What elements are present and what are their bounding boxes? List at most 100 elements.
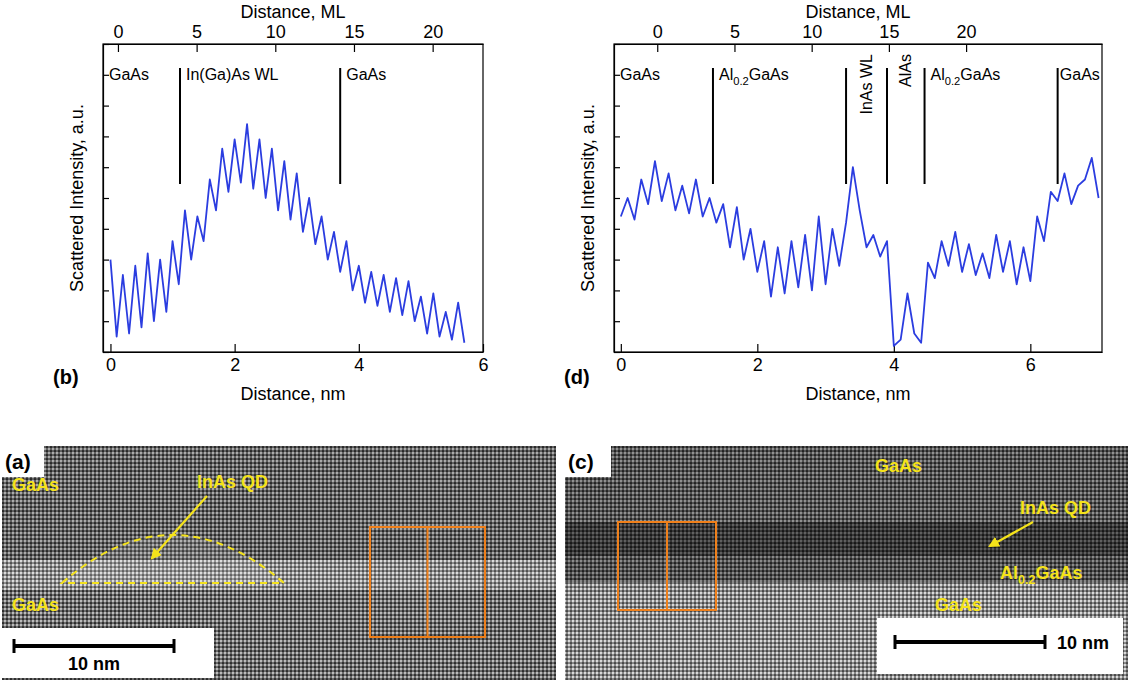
- tick-mark: [103, 167, 109, 168]
- tick: 4: [889, 344, 899, 375]
- analysis-box: [618, 522, 716, 610]
- x-axis: 0 2 4 6: [615, 344, 1103, 375]
- tick: 2: [230, 344, 240, 375]
- scale-bar-end: [894, 635, 897, 649]
- text-part: InAs WL: [858, 54, 875, 115]
- region-annotations: GaAs In(Ga)As WL GaAs: [109, 66, 386, 184]
- text-part: 0.2: [945, 75, 961, 87]
- micrograph-panel: GaAsInAs QDGaAs(a)10 nm: [2, 446, 556, 680]
- text-part: GaAs: [749, 66, 789, 83]
- text-part: Al: [719, 66, 733, 83]
- region-label: Al0.2GaAs: [931, 66, 1001, 87]
- region-label: In(Ga)As WL: [186, 66, 279, 83]
- tick-mark: [889, 44, 890, 52]
- tick: [614, 198, 620, 199]
- material-label: GaAs: [875, 456, 922, 476]
- tick-label: 15: [344, 22, 364, 42]
- text-part: AlAs: [897, 54, 914, 87]
- tick: [103, 198, 109, 199]
- text-part: Al: [931, 66, 945, 83]
- tick: [103, 321, 109, 322]
- text-part: GaAs: [875, 456, 922, 476]
- tick-label: 2: [753, 355, 763, 375]
- panel-letter: (b): [53, 366, 79, 388]
- tick-label: 6: [478, 355, 488, 375]
- tick-mark: [812, 44, 813, 52]
- analysis-box: [370, 527, 485, 637]
- scale-bar-end: [13, 639, 16, 653]
- tick-mark: [275, 44, 276, 52]
- tick-mark: [103, 260, 109, 261]
- tick-mark: [614, 229, 620, 230]
- tick-mark: [614, 136, 620, 137]
- tick-mark: [614, 321, 620, 322]
- text-part: 0.2: [1018, 573, 1036, 587]
- region-label: GaAs: [1060, 66, 1100, 83]
- micrograph-panel: GaAsInAs QDAl0.2GaAsGaAs(c)10 nm: [565, 446, 1128, 680]
- scale-bar-label: 10 nm: [68, 654, 120, 674]
- contrast-band: [2, 590, 556, 680]
- tick-mark: [103, 136, 109, 137]
- tick-label: 15: [879, 22, 899, 42]
- text-part: InAs QD: [1020, 498, 1091, 518]
- tick-mark: [103, 105, 109, 106]
- tick-mark: [657, 44, 658, 52]
- region-label: Al0.2GaAs: [719, 66, 789, 87]
- region-boundary: [179, 68, 181, 184]
- tick: [103, 136, 109, 137]
- micrograph-image: [2, 446, 556, 680]
- region-boundary: [845, 68, 847, 184]
- tick: [614, 229, 620, 230]
- plot-frame: [103, 44, 483, 352]
- tick-mark: [103, 198, 109, 199]
- scale-bar: [895, 640, 1045, 644]
- tick-mark: [614, 105, 620, 106]
- panel-letter: (a): [5, 450, 31, 473]
- tick: [614, 290, 620, 291]
- tick-label: 0: [616, 355, 626, 375]
- plot-area: [621, 158, 1099, 346]
- text-part: GaAs: [1036, 563, 1083, 583]
- region-label: GaAs: [346, 66, 386, 83]
- tick: 10: [266, 22, 286, 52]
- region-annotations: GaAsAl0.2GaAsInAs WLAlAsAl0.2GaAsGaAs: [620, 54, 1100, 184]
- text-part: GaAs: [12, 475, 59, 495]
- tick-label: 0: [106, 355, 116, 375]
- tick-label: 10: [266, 22, 286, 42]
- tick: 6: [1026, 344, 1036, 375]
- text-part: In(Ga)As WL: [186, 66, 279, 83]
- region-boundary: [712, 68, 714, 184]
- contrast-band: [565, 582, 1128, 680]
- tick: 15: [344, 22, 364, 52]
- text-part: GaAs: [109, 66, 149, 83]
- tick-mark: [614, 260, 620, 261]
- tick-label: 0: [113, 22, 123, 42]
- tick-label: 5: [730, 22, 740, 42]
- tick-mark: [354, 44, 355, 52]
- intensity-line: [110, 124, 464, 343]
- text-part: GaAs: [12, 595, 59, 615]
- text-part: InAs QD: [197, 472, 268, 492]
- pointer-arrow: [152, 496, 207, 558]
- y-axis: [614, 45, 620, 353]
- tick: 0: [106, 344, 116, 375]
- region-boundary: [339, 68, 341, 184]
- tick-mark: [118, 44, 119, 52]
- tick-label: 6: [1026, 355, 1036, 375]
- figure-root: 024605101520GaAsIn(Ga)As WLGaAsDistance,…: [0, 0, 1130, 682]
- material-label: GaAs: [935, 595, 982, 615]
- x-axis-title: Distance, nm: [240, 384, 345, 404]
- tick-mark: [235, 344, 236, 352]
- tick-label: 20: [423, 22, 443, 42]
- tick: [614, 260, 620, 261]
- plot-frame: [614, 44, 1102, 352]
- tick: 0: [616, 344, 626, 375]
- tick-mark: [359, 344, 360, 352]
- scale-bar-end: [1044, 635, 1047, 649]
- tick: 20: [957, 22, 977, 52]
- tick: 10: [802, 22, 822, 52]
- intensity-line: [621, 158, 1099, 346]
- tick: 0: [113, 22, 123, 52]
- text-part: Al: [1000, 563, 1018, 583]
- tick-mark: [1030, 344, 1031, 352]
